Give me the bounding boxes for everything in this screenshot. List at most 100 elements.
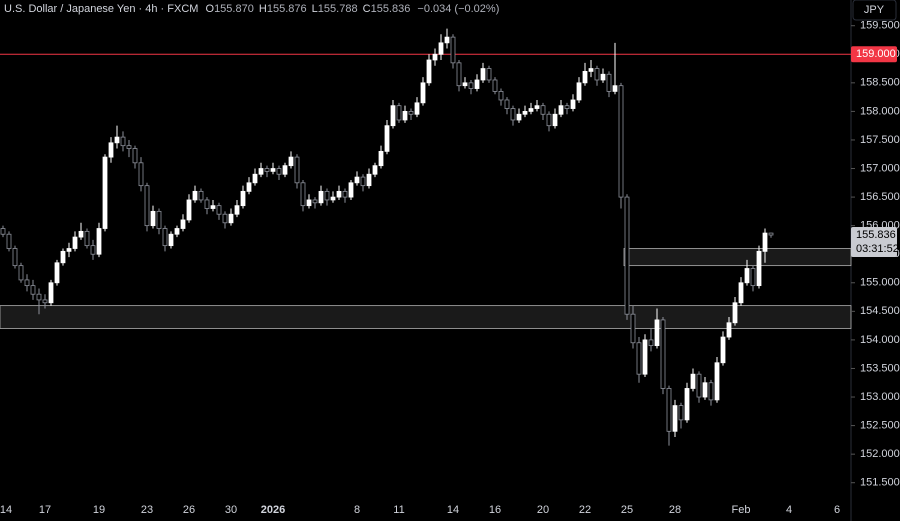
candle-body [120, 136, 126, 147]
candle-body [438, 42, 444, 55]
candle-body [24, 279, 30, 287]
candle-body [546, 113, 552, 127]
candle-body [630, 313, 636, 344]
candle-body [108, 142, 114, 158]
candle-body [66, 248, 72, 252]
x-tick-label: 23 [141, 504, 153, 516]
candle-body [642, 339, 648, 375]
y-tick-label: 152.000 [860, 448, 900, 460]
currency-button[interactable] [852, 0, 897, 21]
x-tick-label: 11 [393, 504, 404, 516]
price-label: 155.836 [856, 229, 896, 241]
price-label-bg [851, 227, 897, 258]
candle-body [132, 148, 138, 164]
zone [0, 305, 852, 329]
level-label: 159.000 [856, 48, 896, 60]
candle-body [666, 388, 672, 432]
x-tick-label: 8 [354, 504, 360, 516]
candle-body [264, 168, 270, 172]
candle-body [654, 319, 660, 347]
y-tick-label: 153.000 [860, 391, 900, 403]
candle-body [42, 299, 48, 304]
candle-body [744, 268, 750, 284]
candle-body [156, 210, 162, 229]
candle-body [180, 219, 186, 229]
candle-body [720, 336, 726, 364]
ohlc-value: 155.870 [214, 3, 254, 15]
candle-body [150, 210, 156, 227]
candle-body [282, 165, 288, 175]
candle-body [0, 228, 6, 235]
candle-body [420, 82, 426, 104]
candle-body [660, 319, 666, 389]
candle-body [702, 382, 708, 398]
candle-body [30, 285, 36, 295]
candle-body [354, 176, 360, 184]
candle-body [198, 190, 204, 201]
currency-label[interactable]: JPY [864, 4, 885, 16]
ohlc-label: C [363, 3, 371, 15]
candle-body [600, 73, 606, 81]
candle-body [570, 99, 576, 109]
candle-body [456, 62, 462, 87]
candle-body [48, 282, 54, 304]
candle-body [588, 68, 594, 72]
x-tick-label: 14 [0, 504, 12, 516]
candle-body [750, 268, 756, 287]
candle-body [480, 68, 486, 81]
candle-body [96, 228, 102, 255]
candle-body [276, 168, 282, 175]
ohlc-label: O [206, 3, 215, 15]
candle-body [186, 199, 192, 221]
candle-body [504, 99, 510, 109]
x-tick-label: 20 [537, 504, 549, 516]
ohlc-label: L [312, 3, 318, 15]
candle-body [12, 248, 18, 267]
candle-body [564, 105, 570, 109]
candle-body [318, 190, 324, 204]
candle-body [522, 110, 528, 115]
candle-body [708, 382, 714, 401]
candle-body [102, 156, 108, 229]
candle-body [552, 113, 558, 127]
candle-body [762, 232, 768, 252]
y-tick-label: 157.500 [860, 134, 900, 146]
candle-body [462, 82, 468, 87]
x-tick-label: Feb [732, 504, 751, 516]
candle-body [372, 165, 378, 175]
candle-body [414, 102, 420, 115]
x-tick-label: 14 [447, 504, 459, 516]
candle-body [54, 262, 60, 284]
x-tick-label: 6 [834, 504, 840, 516]
x-tick-label: 30 [225, 504, 237, 516]
candle-body [624, 196, 630, 315]
candle-body [576, 82, 582, 101]
candle-body [312, 199, 318, 204]
candle-body [204, 199, 210, 209]
candle-body [222, 213, 228, 224]
y-tick-label: 156.500 [860, 191, 900, 203]
candle-body [234, 205, 240, 215]
level-label-bg [851, 46, 897, 63]
candle-body [240, 190, 246, 207]
candle-body [114, 136, 120, 144]
candle-body [492, 79, 498, 92]
candle-body [246, 182, 252, 192]
candle-body [138, 162, 144, 187]
candle-body [636, 342, 642, 375]
candle-body [768, 232, 774, 236]
candle-body [60, 250, 66, 264]
candle-body [168, 233, 174, 247]
ohlc-label: H [259, 3, 267, 15]
y-tick-label: 158.500 [860, 77, 900, 89]
candle-body [192, 190, 198, 201]
candle-body [300, 182, 306, 207]
candle-body [618, 85, 624, 198]
candle-body [126, 145, 132, 149]
candle-body [348, 182, 354, 198]
candle-body [294, 156, 300, 184]
candle-body [648, 339, 654, 347]
candle-body [324, 190, 330, 201]
candle-body [450, 36, 456, 64]
